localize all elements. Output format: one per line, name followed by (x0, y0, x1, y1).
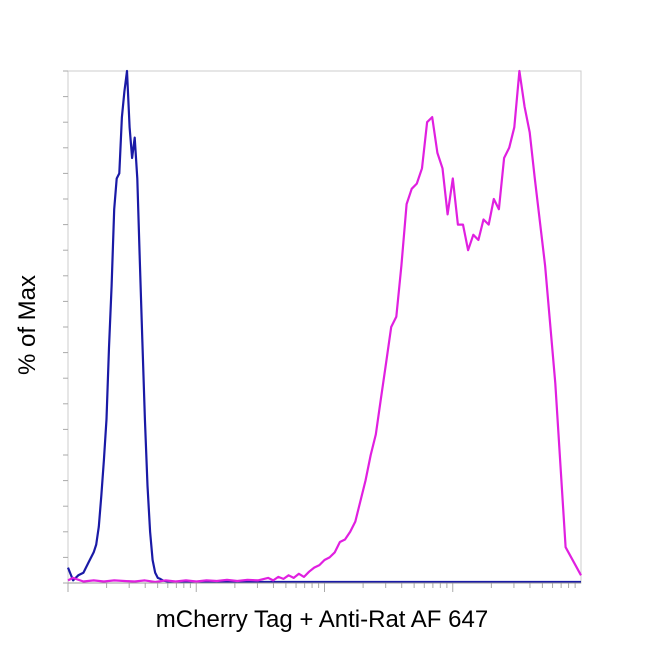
series-line-2 (67, 69, 582, 584)
plot-area (67, 70, 582, 584)
y-axis-label: % of Max (14, 275, 41, 375)
x-axis-label: mCherry Tag + Anti-Rat AF 647 (156, 606, 488, 633)
series-layer (66, 69, 582, 584)
y-axis-ticks (63, 70, 68, 584)
plot-frame (67, 70, 582, 584)
x-axis-ticks (67, 583, 576, 592)
